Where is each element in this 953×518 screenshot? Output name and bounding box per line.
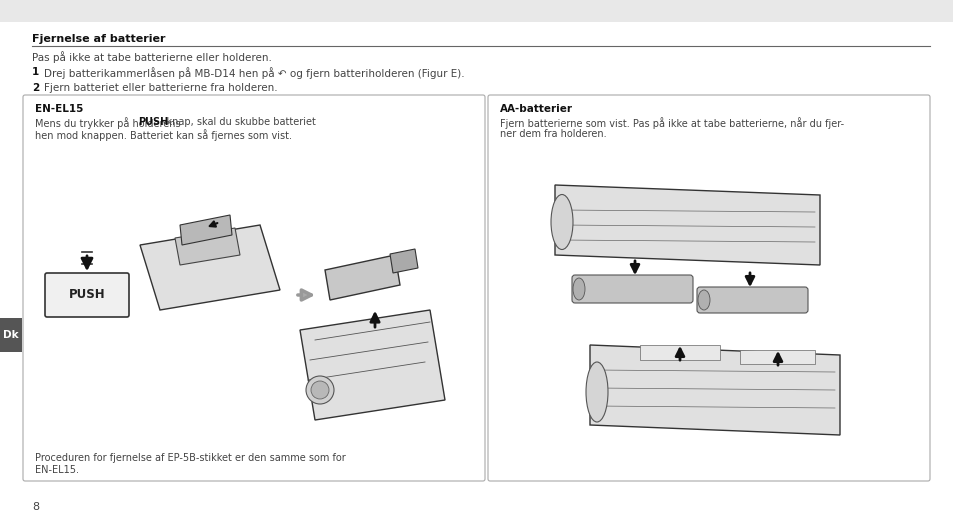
Text: hen mod knappen. Batteriet kan så fjernes som vist.: hen mod knappen. Batteriet kan så fjerne… <box>35 129 292 141</box>
Polygon shape <box>555 185 820 265</box>
FancyBboxPatch shape <box>488 95 929 481</box>
Ellipse shape <box>585 362 607 422</box>
Bar <box>0 318 22 352</box>
FancyBboxPatch shape <box>697 287 807 313</box>
Text: Drej batterikammerlåsen på MB-D14 hen på ↶ og fjern batteriholderen (Figur E).: Drej batterikammerlåsen på MB-D14 hen på… <box>44 67 464 79</box>
Ellipse shape <box>551 194 573 250</box>
Text: Fjernelse af batterier: Fjernelse af batterier <box>32 34 165 44</box>
FancyBboxPatch shape <box>23 95 484 481</box>
Text: Dk: Dk <box>3 330 19 340</box>
Text: PUSH: PUSH <box>69 289 105 301</box>
Text: 8: 8 <box>32 502 39 512</box>
Polygon shape <box>299 310 444 420</box>
Text: EN-EL15: EN-EL15 <box>35 104 83 114</box>
Ellipse shape <box>311 381 329 399</box>
Ellipse shape <box>306 376 334 404</box>
Text: 1: 1 <box>32 67 39 77</box>
Polygon shape <box>589 345 840 435</box>
Text: -knap, skal du skubbe batteriet: -knap, skal du skubbe batteriet <box>163 117 315 127</box>
FancyBboxPatch shape <box>45 273 129 317</box>
Text: 2: 2 <box>32 83 39 93</box>
Polygon shape <box>140 225 280 310</box>
Text: Mens du trykker på holderens: Mens du trykker på holderens <box>35 117 184 129</box>
Text: PUSH: PUSH <box>138 117 168 127</box>
Text: EN-EL15.: EN-EL15. <box>35 465 79 475</box>
Polygon shape <box>390 249 417 273</box>
Text: Fjern batteriet eller batterierne fra holderen.: Fjern batteriet eller batterierne fra ho… <box>44 83 277 93</box>
Bar <box>740 350 814 364</box>
Ellipse shape <box>698 290 709 310</box>
Text: Pas på ikke at tabe batterierne eller holderen.: Pas på ikke at tabe batterierne eller ho… <box>32 51 272 63</box>
Text: Proceduren for fjernelse af EP-5B-stikket er den samme som for: Proceduren for fjernelse af EP-5B-stikke… <box>35 453 345 463</box>
Polygon shape <box>325 255 399 300</box>
Text: ner dem fra holderen.: ner dem fra holderen. <box>499 129 606 139</box>
Bar <box>0 0 953 22</box>
Ellipse shape <box>573 278 584 300</box>
Text: Fjern batterierne som vist. Pas på ikke at tabe batterierne, når du fjer-: Fjern batterierne som vist. Pas på ikke … <box>499 117 843 129</box>
Text: AA-batterier: AA-batterier <box>499 104 573 114</box>
Polygon shape <box>180 215 232 245</box>
FancyBboxPatch shape <box>572 275 692 303</box>
Polygon shape <box>174 228 240 265</box>
Bar <box>639 345 720 360</box>
